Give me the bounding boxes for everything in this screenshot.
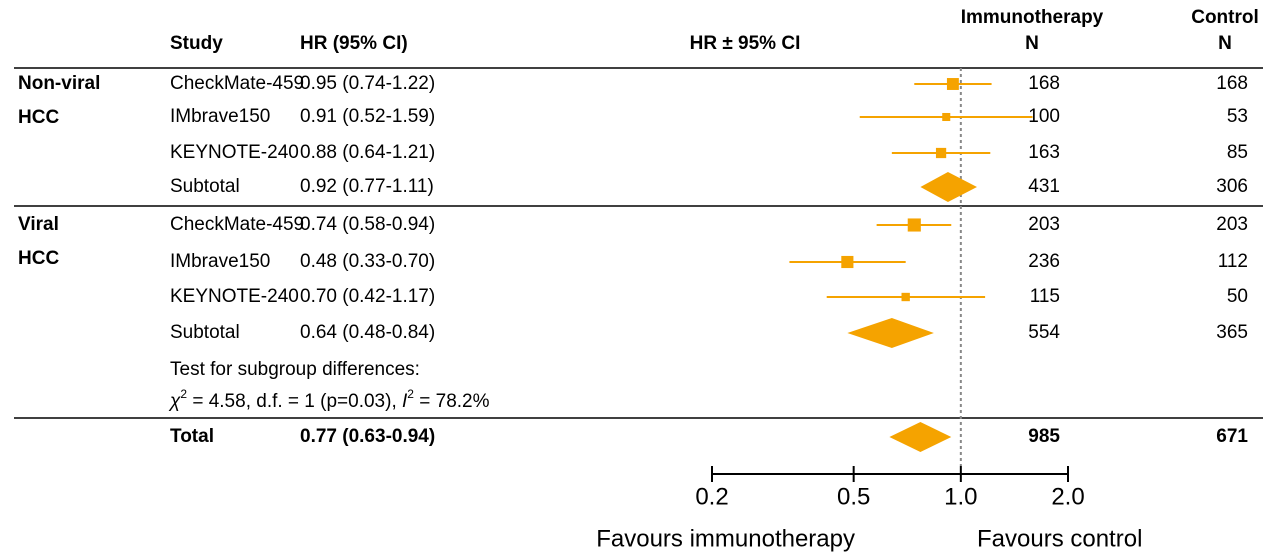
header-ci: HR (95% CI) (300, 33, 408, 54)
ci-label: 0.88 (0.64-1.21) (300, 142, 435, 163)
note-part: = 4.58, d.f. = 1 (p=0.03), (187, 391, 402, 412)
point-estimate (942, 112, 951, 122)
ci-label: 0.74 (0.58-0.94) (300, 214, 435, 235)
n-control: 168 (1216, 73, 1248, 94)
note-part: 2 (407, 387, 414, 401)
n-immuno: 115 (1030, 286, 1060, 307)
n-control: 203 (1216, 214, 1248, 235)
note-part: χ (168, 391, 181, 412)
study-label: Total (170, 426, 214, 447)
n-control: 53 (1227, 106, 1248, 127)
n-control: 306 (1216, 176, 1248, 197)
header-immuno: Immunotherapy (961, 7, 1104, 28)
point-estimate (841, 255, 854, 269)
study-label: IMbrave150 (170, 251, 270, 272)
point-estimate (901, 292, 910, 302)
n-control: 671 (1216, 426, 1248, 447)
study-label: KEYNOTE-240 (170, 286, 299, 307)
group-label: Non-viral (18, 73, 100, 94)
diamond (889, 422, 952, 452)
n-immuno: 236 (1028, 251, 1060, 272)
group-label: HCC (18, 248, 59, 269)
diamond (920, 172, 977, 202)
group-label: HCC (18, 107, 59, 128)
study-label: IMbrave150 (170, 106, 270, 127)
n-control: 365 (1216, 322, 1248, 343)
n-immuno: 985 (1028, 426, 1060, 447)
study-label: Subtotal (170, 322, 240, 343)
study-label: KEYNOTE-240 (170, 142, 299, 163)
group-label: Viral (18, 214, 59, 235)
note-part: 2 (180, 387, 187, 401)
header-control: Control (1191, 7, 1259, 28)
header-control-n: N (1218, 33, 1232, 54)
note-part: = 78.2% (414, 391, 490, 412)
study-label: CheckMate-459 (170, 214, 304, 235)
study-label: Subtotal (170, 176, 240, 197)
n-immuno: 431 (1028, 176, 1060, 197)
point-estimate (946, 78, 959, 90)
diamond (847, 318, 934, 348)
ci-label: 0.70 (0.42-1.17) (300, 286, 435, 307)
note: χ2 = 4.58, d.f. = 1 (p=0.03), I2 = 78.2% (168, 387, 490, 412)
note: Test for subgroup differences: (170, 359, 420, 380)
n-immuno: 203 (1028, 214, 1060, 235)
x-tick-label: 1.0 (944, 483, 977, 510)
study-label: CheckMate-459 (170, 73, 304, 94)
ci-label: 0.48 (0.33-0.70) (300, 251, 435, 272)
n-immuno: 168 (1028, 73, 1060, 94)
header-immuno-n: N (1025, 33, 1039, 54)
point-estimate (907, 218, 921, 232)
x-tick-label: 0.2 (695, 483, 728, 510)
n-immuno: 100 (1028, 106, 1060, 127)
header-study: Study (170, 33, 223, 54)
ci-label: 0.92 (0.77-1.11) (300, 176, 434, 197)
ci-label: 0.91 (0.52-1.59) (300, 106, 435, 127)
note-part: I (402, 391, 408, 412)
n-immuno: 554 (1028, 322, 1060, 343)
x-label-left: Favours immunotherapy (596, 525, 855, 552)
n-control: 85 (1227, 142, 1248, 163)
n-immuno: 163 (1028, 142, 1060, 163)
header-plot: HR ± 95% CI (690, 33, 801, 54)
x-tick-label: 0.5 (837, 483, 870, 510)
ci-label: 0.95 (0.74-1.22) (300, 73, 435, 94)
x-label-right: Favours control (977, 525, 1142, 552)
x-tick-label: 2.0 (1051, 483, 1084, 510)
ci-label: 0.64 (0.48-0.84) (300, 322, 435, 343)
n-control: 50 (1227, 286, 1248, 307)
n-control: 112 (1218, 251, 1248, 272)
ci-label: 0.77 (0.63-0.94) (300, 426, 435, 447)
point-estimate (935, 147, 947, 159)
